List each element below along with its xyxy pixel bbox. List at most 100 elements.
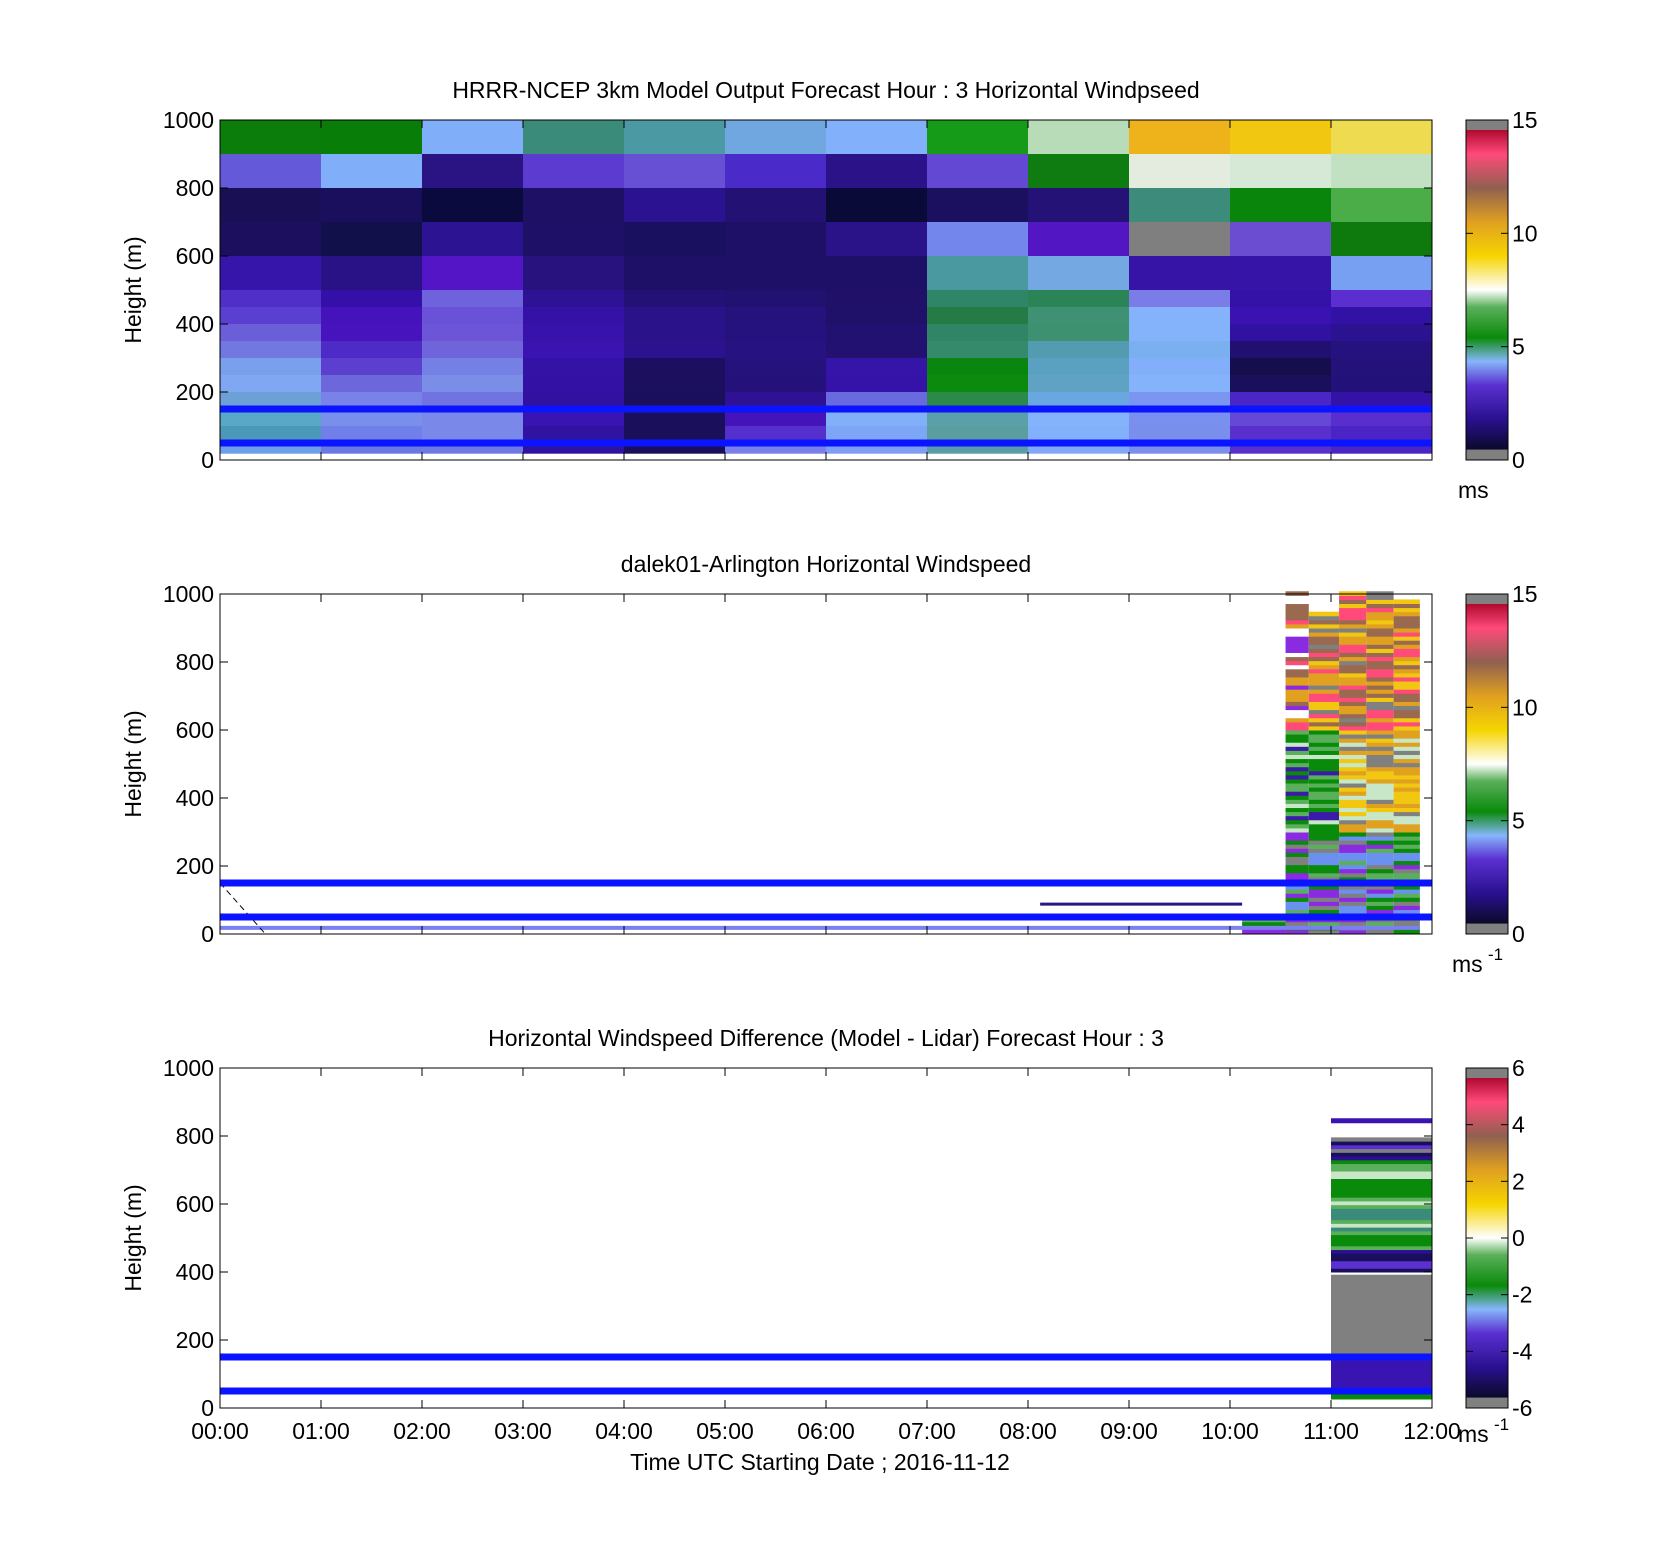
heatmap-cell bbox=[1331, 358, 1433, 376]
y-axis-label: Height (m) bbox=[120, 1184, 146, 1291]
heatmap-cell bbox=[1393, 738, 1420, 743]
heatmap-cell bbox=[1285, 791, 1309, 796]
heatmap-cell bbox=[1308, 619, 1340, 625]
heatmap-cell bbox=[1393, 770, 1420, 776]
heatmap-cell bbox=[1028, 426, 1130, 444]
heatmap-cell bbox=[1285, 844, 1309, 849]
heatmap-cell bbox=[422, 375, 524, 393]
heatmap-cell bbox=[1393, 836, 1420, 841]
heatmap-cell bbox=[927, 426, 1029, 444]
heatmap-cell bbox=[1366, 742, 1394, 747]
heatmap-cell bbox=[1339, 628, 1367, 633]
colorbar: 0 5 10 15 ms bbox=[1458, 107, 1538, 503]
heatmap-cell bbox=[1366, 599, 1394, 605]
heatmap-cell bbox=[1366, 693, 1394, 698]
heatmap-cell bbox=[1366, 909, 1394, 915]
heatmap-cell bbox=[1366, 632, 1394, 637]
heatmap-cell bbox=[1339, 742, 1367, 747]
heatmap-cell bbox=[1230, 307, 1332, 325]
heatmap-cell bbox=[422, 307, 524, 325]
heatmap-cell bbox=[1308, 725, 1340, 731]
heatmap-cell bbox=[826, 375, 928, 393]
heatmap-cell bbox=[1393, 864, 1420, 870]
heatmap-cell bbox=[1393, 872, 1420, 878]
heatmap-cell bbox=[1308, 717, 1340, 723]
colorbar-tick-label: 10 bbox=[1512, 220, 1538, 246]
heatmap-cell bbox=[1028, 120, 1130, 155]
heatmap-cell bbox=[927, 409, 1029, 427]
heatmap-cell bbox=[1331, 1219, 1432, 1224]
heatmap-cell bbox=[1285, 832, 1309, 837]
y-tick-label: 0 bbox=[201, 921, 214, 947]
heatmap-cell bbox=[1308, 652, 1340, 658]
heatmap-cell bbox=[1366, 619, 1394, 625]
heatmap-cell bbox=[1308, 889, 1340, 894]
heatmap-cell bbox=[1230, 443, 1332, 454]
heatmap-cell bbox=[1129, 256, 1231, 291]
heatmap-cell bbox=[725, 256, 827, 291]
heatmap-cell bbox=[1308, 705, 1340, 711]
heatmap-cell bbox=[1285, 705, 1309, 711]
heatmap-cell bbox=[1393, 901, 1420, 906]
heatmap-cell bbox=[1331, 409, 1433, 427]
heatmap-cell bbox=[1230, 120, 1332, 155]
heatmap-cell bbox=[725, 358, 827, 376]
heatmap-cell bbox=[1308, 803, 1340, 809]
heatmap-cell bbox=[523, 409, 625, 427]
heatmap-cell bbox=[321, 307, 423, 325]
heatmap-cell bbox=[220, 154, 322, 189]
heatmap-cell bbox=[1339, 803, 1367, 809]
heatmap-cell bbox=[1285, 852, 1309, 857]
heatmap-cell bbox=[1285, 901, 1309, 906]
heatmap-cell bbox=[1339, 872, 1367, 878]
heatmap-cell bbox=[1339, 905, 1367, 911]
y-tick-label: 600 bbox=[176, 243, 214, 269]
heatmap-cell bbox=[1285, 778, 1309, 784]
heatmap-cell bbox=[1339, 713, 1367, 719]
heatmap-cell bbox=[422, 222, 524, 257]
heatmap-cell bbox=[1366, 721, 1394, 727]
colorbar-tick-label: 10 bbox=[1512, 694, 1538, 720]
heatmap-cell bbox=[1308, 836, 1340, 841]
heatmap-cell bbox=[1308, 636, 1340, 641]
heatmap-cell bbox=[1308, 676, 1340, 682]
heatmap-cell bbox=[220, 222, 322, 257]
heatmap-cell bbox=[1230, 341, 1332, 359]
heatmap-cell bbox=[1339, 607, 1367, 613]
heatmap-cell bbox=[1331, 1156, 1432, 1161]
chart-title: dalek01-Arlington Horizontal Windspeed bbox=[621, 551, 1031, 577]
heatmap-cell bbox=[1331, 443, 1433, 454]
heatmap-cell bbox=[1393, 717, 1420, 723]
heatmap-cell bbox=[1285, 623, 1309, 629]
heatmap-cell bbox=[1285, 905, 1309, 911]
heatmap-cell bbox=[1230, 188, 1332, 223]
heatmap-cell bbox=[1393, 709, 1420, 715]
heatmap-cell bbox=[826, 358, 928, 376]
heatmap-cell bbox=[1230, 426, 1332, 444]
heatmap-cell bbox=[1331, 1234, 1432, 1239]
heatmap-cell bbox=[1339, 730, 1367, 735]
heatmap-cell bbox=[321, 324, 423, 342]
heatmap-cell bbox=[1331, 1242, 1432, 1247]
heatmap-cell bbox=[624, 120, 726, 155]
heatmap-cell bbox=[1285, 799, 1309, 804]
colorbar: 0 5 10 15 ms -1 bbox=[1452, 581, 1538, 977]
heatmap-cell bbox=[1028, 443, 1130, 454]
x-tick-label: 07:00 bbox=[898, 1418, 956, 1444]
heatmap-cell bbox=[1331, 324, 1433, 342]
heatmap-cell bbox=[220, 426, 322, 444]
heatmap-cell bbox=[1339, 701, 1367, 707]
heatmap-cell bbox=[1366, 921, 1394, 927]
heatmap-cell bbox=[1331, 1185, 1432, 1191]
heatmap-cell bbox=[1339, 754, 1367, 760]
heatmap-cell bbox=[1366, 778, 1394, 784]
heatmap-cell bbox=[624, 256, 726, 291]
heatmap-cell bbox=[321, 409, 423, 427]
heatmap-cell bbox=[826, 426, 928, 444]
heatmap-cell bbox=[1285, 909, 1309, 915]
heatmap-cell bbox=[1308, 852, 1340, 857]
heatmap-cell bbox=[1393, 852, 1420, 857]
x-tick-label: 12:00 bbox=[1403, 1418, 1461, 1444]
heatmap-cell bbox=[1285, 803, 1309, 809]
heatmap-cell bbox=[1339, 783, 1367, 788]
